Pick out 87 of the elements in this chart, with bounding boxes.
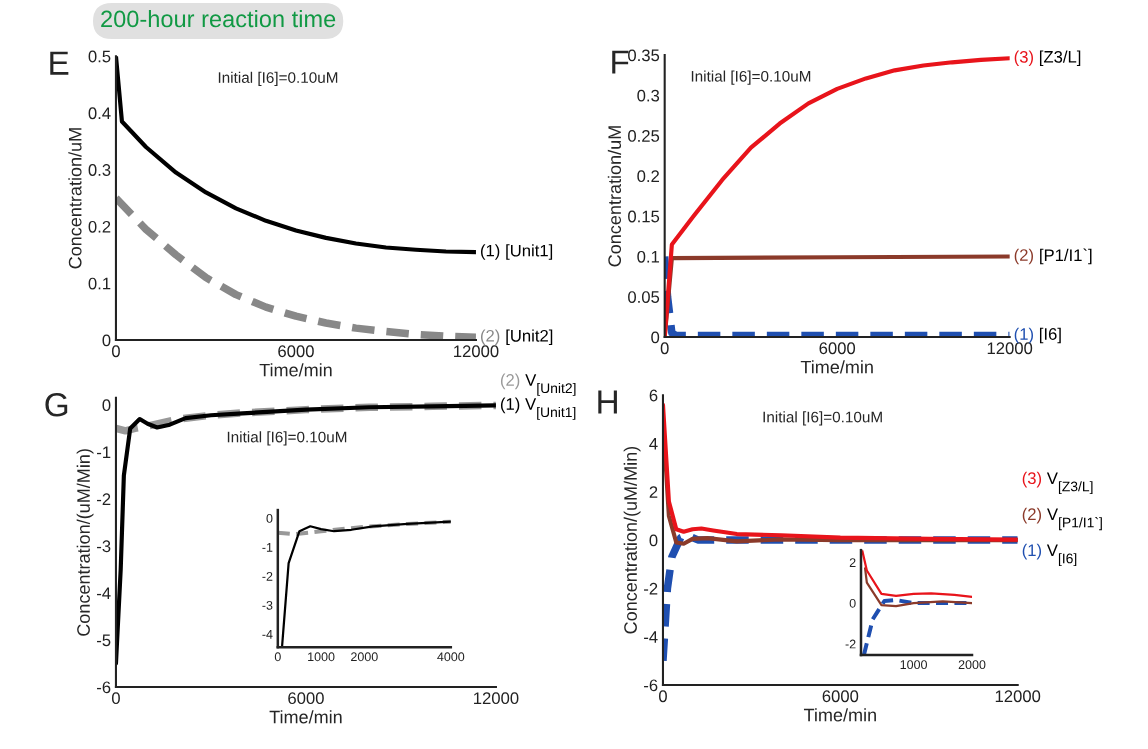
line-series	[277, 519, 451, 537]
y-tick-label: -4	[262, 630, 273, 639]
y-tick-label: 0.2	[88, 220, 111, 233]
x-tick-label: 4000	[437, 652, 465, 662]
y-tick-label: 6	[649, 389, 658, 402]
x-axis-title: Time/min	[803, 708, 876, 722]
y-tick-label: 0	[102, 334, 111, 347]
x-tick-label: 0	[274, 652, 281, 662]
series-label: (2) [Unit2]	[480, 329, 553, 345]
series-label: (1) V[I6]	[1022, 543, 1077, 567]
y-tick-label: 4	[649, 438, 658, 450]
y-tick-label: 0	[266, 513, 273, 523]
x-tick-label: 0	[660, 342, 669, 355]
x-tick-label: 12000	[474, 692, 519, 705]
y-tick-label: 0.1	[637, 250, 660, 263]
x-tick-label: 2000	[351, 652, 378, 662]
y-tick-label: 0.3	[88, 164, 111, 176]
text: Initial [I6]=0.10uM	[763, 411, 882, 426]
series-label: (2) [P1/I1`]	[1014, 248, 1092, 265]
chart-title: H	[598, 390, 617, 414]
y-axis-title: Concentration/uM	[68, 128, 82, 269]
text: (3) V[Z3/L]	[1022, 471, 1093, 495]
series-label: (1) [I6]	[1014, 327, 1061, 344]
line-series	[664, 56, 1010, 338]
y-tick-label: 0.15	[628, 210, 660, 223]
line-series	[861, 550, 973, 599]
y-tick-label: 2	[649, 486, 658, 498]
line-series	[115, 56, 476, 255]
x-tick-label: 12000	[454, 345, 499, 358]
line-series	[281, 520, 451, 647]
y-tick-label: 0	[651, 331, 660, 344]
y-tick-label: -2	[644, 582, 658, 595]
x-tick-label: 1000	[308, 652, 335, 662]
x-tick-label: 1000	[900, 660, 927, 670]
y-tick-label: 0.3	[637, 89, 660, 102]
y-tick-label: -3	[97, 540, 111, 553]
y-tick-label: 0.4	[88, 107, 111, 120]
chart-title: E	[50, 51, 69, 75]
y-tick-label: -3	[262, 600, 273, 610]
y-tick-label: -5	[97, 634, 111, 647]
series-label: (2) V[Unit2]	[500, 373, 576, 396]
text: Initial [I6]=0.10uM	[691, 70, 811, 85]
x-tick-label: 6000	[822, 690, 859, 703]
x-tick-label: 2000	[958, 660, 986, 670]
x-axis-title: Time/min	[800, 360, 873, 374]
y-tick-label: -1	[97, 446, 111, 458]
y-tick-label: 2	[849, 558, 856, 567]
chart-title: G	[45, 392, 68, 417]
y-axis-title: Concentration/(uM/Min)	[76, 449, 94, 636]
x-tick-label: 12000	[987, 342, 1033, 355]
y-tick-label: -6	[644, 679, 658, 692]
x-tick-label: 0	[111, 345, 120, 358]
chart-title: F	[612, 50, 629, 74]
y-tick-label: -4	[644, 631, 658, 643]
text: Initial [I6]=0.10uM	[218, 71, 338, 87]
series-label: (3) [Z3/L]	[1014, 50, 1081, 67]
y-tick-label: 0.35	[628, 49, 660, 62]
text: Initial [I6]=0.10uM	[227, 431, 347, 446]
series-label: (1) [Unit1]	[480, 244, 553, 260]
y-tick-label: -6	[97, 681, 111, 694]
y-tick-label: 0.05	[628, 291, 660, 303]
y-tick-label: 0	[649, 534, 658, 547]
y-axis-title: Concentration/uM	[607, 126, 622, 267]
x-tick-label: 12000	[995, 690, 1041, 703]
x-tick-label: 6000	[288, 692, 324, 705]
y-tick-label: 0.1	[88, 277, 111, 290]
series-label: (1) V[Unit1]	[500, 397, 576, 420]
x-tick-label: 0	[111, 692, 120, 705]
text: 200-hour reaction time	[101, 9, 336, 28]
y-tick-label: 0.5	[88, 50, 111, 63]
x-tick-label: 6000	[278, 345, 314, 358]
line-series	[115, 403, 496, 666]
y-tick-label: 0	[102, 399, 111, 412]
y-tick-label: -4	[97, 587, 111, 599]
x-axis-title: Time/min	[259, 363, 332, 377]
line-series	[863, 567, 973, 608]
y-tick-label: 0.25	[628, 130, 660, 142]
x-axis-title: Time/min	[269, 710, 342, 724]
y-tick-label: -1	[262, 543, 273, 552]
y-tick-label: -2	[97, 493, 111, 505]
y-tick-label: 0.2	[637, 170, 659, 183]
y-tick-label: 0	[849, 598, 856, 608]
x-tick-label: 6000	[819, 342, 856, 355]
y-axis-title: Concentration/(uM/Min)	[623, 446, 641, 634]
series-label: (2) V[P1/I1`]	[1022, 507, 1102, 531]
y-tick-label: -2	[845, 639, 856, 649]
y-tick-label: -2	[262, 571, 273, 581]
